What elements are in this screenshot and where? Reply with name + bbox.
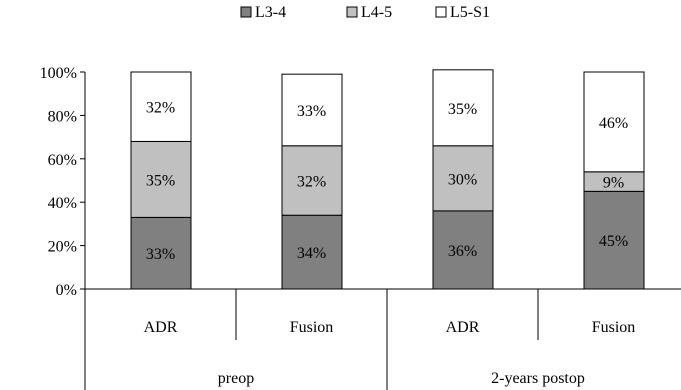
legend-label-1: L3-4 [255, 4, 286, 21]
legend-swatch-1 [240, 6, 252, 18]
x-category-label: ADR [144, 319, 178, 336]
bar-segment-l5-s1-3 [432, 69, 494, 147]
x-group-label: preop [218, 370, 254, 387]
legend-label-3: L5-S1 [450, 4, 490, 21]
bar-segment-l3-4-4 [583, 190, 645, 290]
data-label: 9% [603, 175, 624, 192]
bar-segment-l4-5-3 [432, 145, 494, 212]
data-label: 35% [448, 101, 477, 118]
bar-segment-l5-s1-1 [130, 71, 192, 142]
bars: 33% 35% 32% 34% 32% 33% 36% 30% 35% 45% 9% 46% [130, 69, 645, 290]
data-label: 30% [448, 171, 477, 188]
bar-segment-l3-4-3 [432, 210, 494, 290]
data-label: 34% [297, 245, 326, 262]
y-tick-label: 80% [48, 108, 77, 125]
legend-swatch-2 [346, 6, 358, 18]
data-label: 33% [297, 103, 326, 120]
data-label: 36% [448, 243, 477, 260]
x-category-label: Fusion [290, 319, 334, 336]
legend: L3-4 L4-5 L5-S1 [240, 4, 490, 21]
legend-swatch-3 [435, 6, 447, 18]
bar-segment-l4-5-2 [281, 145, 343, 216]
data-label: 45% [599, 233, 628, 250]
bar-segment-l5-s1-4 [583, 71, 645, 173]
x-axis: ADR Fusion ADR Fusion preop 2-years postop [84, 288, 681, 390]
data-label: 32% [146, 100, 175, 117]
bar-segment-l4-5-1 [130, 140, 192, 218]
x-category-label: Fusion [592, 319, 636, 336]
x-category-label: ADR [446, 319, 480, 336]
data-label: 33% [146, 246, 175, 263]
y-tick-label: 100% [40, 65, 77, 82]
data-label: 32% [297, 174, 326, 191]
y-tick-label: 0% [56, 282, 77, 299]
y-axis: 0% 20% 40% 60% 80% 100% [40, 65, 86, 299]
y-tick-label: 40% [48, 195, 77, 212]
y-tick-label: 60% [48, 152, 77, 169]
bar-segment-l3-4-2 [281, 214, 343, 290]
x-group-label: 2-years postop [491, 370, 585, 387]
data-label: 35% [146, 172, 175, 189]
data-label: 46% [599, 115, 628, 132]
legend-label-2: L4-5 [361, 4, 392, 21]
bar-segment-l5-s1-2 [281, 73, 343, 147]
y-tick-label: 20% [48, 239, 77, 256]
